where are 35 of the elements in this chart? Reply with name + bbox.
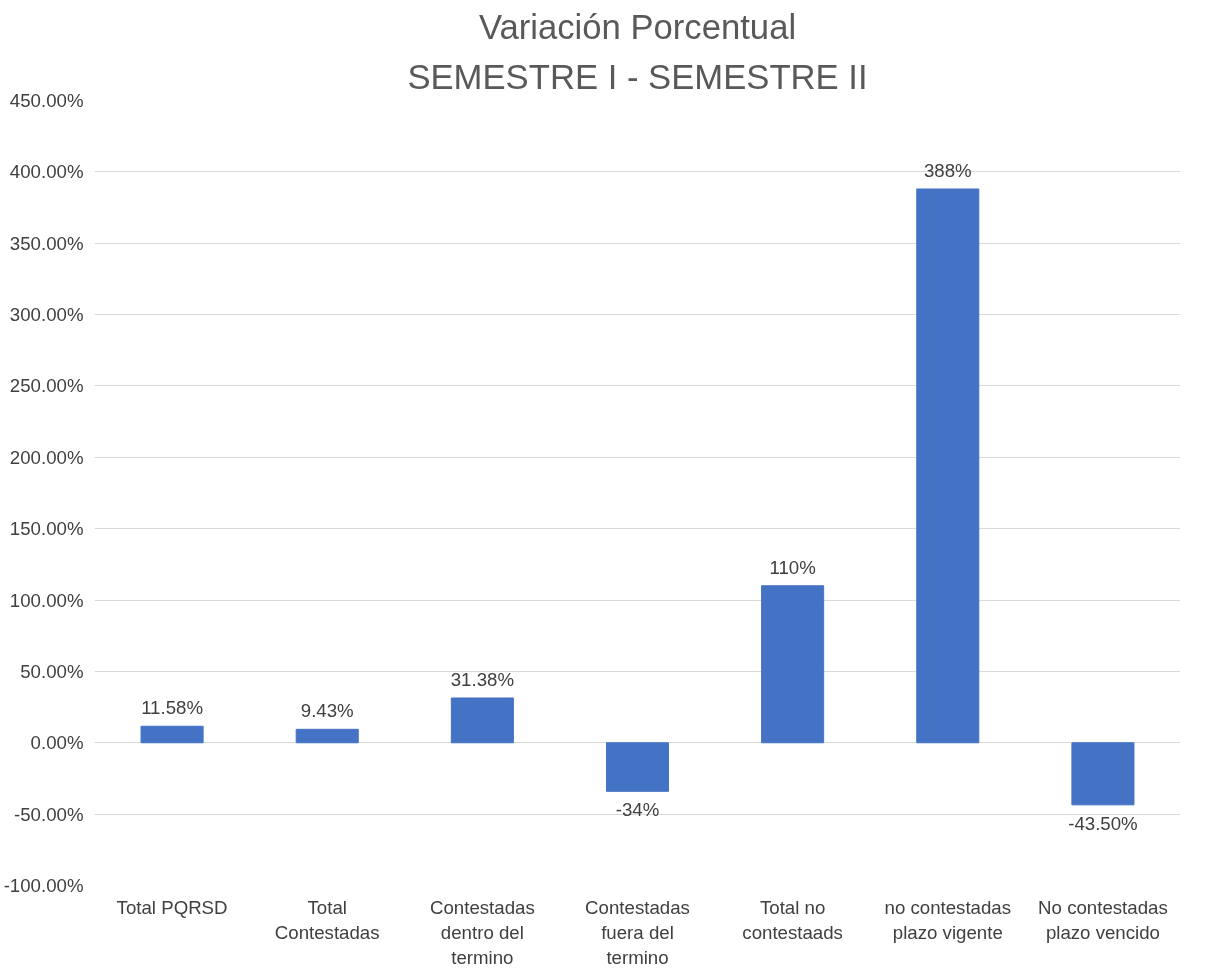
data-label: 110% <box>769 556 816 578</box>
y-tick-label: 150.00% <box>9 518 84 540</box>
x-tick-label: Total Contestadas <box>274 896 380 943</box>
data-label: -34% <box>615 799 660 821</box>
x-tick-label: No contestadas plazo vencido <box>1038 896 1168 943</box>
bar <box>450 697 514 744</box>
y-tick-label: -50.00% <box>14 803 84 825</box>
bar <box>140 725 204 744</box>
data-label: 9.43% <box>300 700 354 722</box>
y-tick-label: 450.00% <box>9 90 84 111</box>
x-tick-label: no contestadas plazo vigente <box>884 896 1012 943</box>
x-tick-label: Contestadas fuera del termino <box>585 896 690 968</box>
x-tick-label: Total no contestaads <box>742 896 843 943</box>
bar <box>605 742 670 792</box>
data-label: -43.50% <box>1068 812 1138 834</box>
bar <box>295 728 359 744</box>
y-tick-label: 100.00% <box>9 589 84 611</box>
data-label: 31.38% <box>450 668 514 690</box>
x-tick-label: Total PQRSD <box>116 896 228 918</box>
chart-subtitle: SEMESTRE I - SEMESTRE II <box>407 57 868 96</box>
y-tick-label: 200.00% <box>9 446 84 468</box>
bar <box>916 188 980 744</box>
y-tick-label: 250.00% <box>9 375 84 397</box>
x-tick-label: Contestadas dentro del termino <box>429 896 535 968</box>
bar <box>1071 742 1135 806</box>
y-tick-label: 0.00% <box>30 732 84 754</box>
y-tick-label: 300.00% <box>9 304 84 326</box>
y-tick-label: 50.00% <box>20 660 84 682</box>
bar <box>761 585 825 744</box>
data-label: 11.58% <box>141 697 204 719</box>
y-tick-label: 350.00% <box>9 232 84 254</box>
y-tick-label: 400.00% <box>9 161 84 183</box>
data-label: 388% <box>923 159 972 181</box>
y-tick-label: -100.00% <box>3 875 84 896</box>
chart-title: Variación Porcentual <box>478 7 797 46</box>
